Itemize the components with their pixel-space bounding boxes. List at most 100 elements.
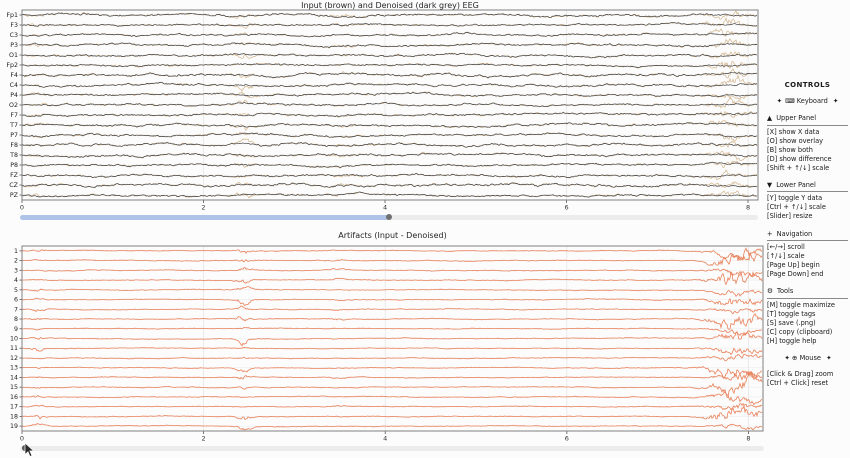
channel-label: T8 xyxy=(9,152,18,159)
mouse-section-header: ✦ ⊕ Mouse ✦ xyxy=(767,354,848,363)
channel-label: Fp2 xyxy=(6,62,18,69)
channel-label: 16 xyxy=(10,394,18,401)
shortcut-item: [Page Down] end xyxy=(767,269,824,278)
mouse-icon: ⊕ xyxy=(791,354,798,363)
x-tick-label: 4 xyxy=(383,435,387,443)
section-label: Lower Panel xyxy=(776,180,816,189)
x-tick-label: 0 xyxy=(20,204,24,212)
x-tick-label: 8 xyxy=(746,204,750,212)
upper-panel-title: Input (brown) and Denoised (dark grey) E… xyxy=(301,1,479,10)
channel-label: 1 xyxy=(14,248,18,255)
x-tick-label: 8 xyxy=(746,435,750,443)
star-icon: ✦ xyxy=(776,96,783,105)
upper-panel-section-header: ▲ Upper Panel xyxy=(767,115,848,122)
shortcut-item: [↑/↓] scale xyxy=(767,252,805,261)
lower-panel-section-header: ▼ Lower Panel xyxy=(767,180,848,189)
shortcut-item: [D] show difference xyxy=(767,154,832,163)
controls-sidebar: CONTROLS ✦ ⌨ Keyboard ✦ ▲ Upper Panel [X]… xyxy=(767,81,848,389)
x-tick-label: 6 xyxy=(565,435,569,443)
channel-label: 15 xyxy=(10,384,18,391)
triangle-down-icon: ▼ xyxy=(767,180,773,189)
shortcut-item: [Ctrl + Click] reset xyxy=(767,379,829,388)
channel-label: 7 xyxy=(14,306,18,313)
section-label: Upper Panel xyxy=(776,114,817,123)
channel-label: 10 xyxy=(10,336,18,343)
shortcut-item: [S] save (.png) xyxy=(767,318,816,327)
shortcut-item: [O] show overlay xyxy=(767,136,824,145)
channel-label: 6 xyxy=(14,297,18,304)
channel-label: CZ xyxy=(9,182,18,189)
channel-label: F8 xyxy=(10,142,18,149)
star-icon: ✦ xyxy=(832,96,839,105)
lower-resize-slider[interactable] xyxy=(20,445,764,451)
channel-label: 2 xyxy=(14,258,18,265)
x-tick-label: 6 xyxy=(564,204,568,212)
keyboard-icon: ⌨ xyxy=(785,96,795,105)
upper-resize-slider[interactable] xyxy=(20,214,758,220)
channel-label: 5 xyxy=(14,287,18,294)
divider xyxy=(767,240,848,242)
controls-title: CONTROLS xyxy=(784,81,831,89)
channel-label: 9 xyxy=(14,326,18,333)
upper-eeg-plot[interactable]: 0 2 4 6 8 Fp1 F3 C3 P3 O1 Fp2 F4 C4 P4 O2 F7 T7 P7 F8 T8 P8 F… xyxy=(0,0,765,216)
channel-label: P8 xyxy=(10,162,18,169)
channel-label: O1 xyxy=(9,52,18,59)
channel-label: 17 xyxy=(10,404,18,411)
channel-label: 18 xyxy=(10,413,18,420)
navigation-section-header: + Navigation xyxy=(767,229,848,238)
channel-label: P3 xyxy=(10,42,18,49)
divider xyxy=(767,124,848,126)
lower-panel-title: Artifacts (Input - Denoised) xyxy=(338,231,447,240)
channel-label: 14 xyxy=(10,374,18,381)
tools-section-header: ⚙ Tools xyxy=(767,288,848,295)
channel-label: FZ xyxy=(10,172,19,179)
plus-icon: + xyxy=(767,229,773,238)
shortcut-item: [H] toggle help xyxy=(767,336,817,345)
channel-label: O2 xyxy=(9,102,18,109)
channel-label: F7 xyxy=(10,112,18,119)
channel-label: F3 xyxy=(10,22,18,29)
shortcut-item: [Slider] resize xyxy=(767,212,813,221)
channel-label: Fp1 xyxy=(6,12,18,19)
shortcut-item: [Y] toggle Y data xyxy=(767,194,823,203)
channel-label: 12 xyxy=(10,355,18,362)
channel-label: T7 xyxy=(9,122,18,129)
slider-handle[interactable] xyxy=(386,214,392,220)
channel-label: 4 xyxy=(14,277,18,284)
shortcut-item: [M] toggle maximize xyxy=(767,300,835,309)
channel-label: C3 xyxy=(10,32,18,39)
shortcut-item: [Shift + ↑/↓] scale xyxy=(767,163,830,172)
channel-label: PZ xyxy=(10,192,19,199)
keyboard-header: ✦ ⌨ Keyboard ✦ xyxy=(767,96,848,105)
star-icon: ✦ xyxy=(784,354,790,363)
channel-label: 11 xyxy=(10,345,18,352)
channel-label: P4 xyxy=(10,92,18,99)
keyboard-label: Keyboard xyxy=(796,96,828,105)
x-tick-label: 0 xyxy=(20,435,24,443)
shortcut-item: [B] show both xyxy=(767,145,813,154)
channel-label: 19 xyxy=(10,423,18,430)
shortcut-item: [T] toggle tags xyxy=(767,309,816,318)
channel-label: 8 xyxy=(14,316,18,323)
x-tick-label: 2 xyxy=(201,204,205,212)
shortcut-item: [C] copy (clipboard) xyxy=(767,327,833,336)
star-icon: ✦ xyxy=(826,354,832,363)
gear-icon: ⚙ xyxy=(767,287,773,296)
mouse-label: Mouse xyxy=(799,354,821,363)
channel-label: 3 xyxy=(14,267,18,274)
x-tick-label: 4 xyxy=(383,204,387,212)
triangle-up-icon: ▲ xyxy=(767,114,773,123)
channel-label: 13 xyxy=(10,365,18,372)
channel-label: C4 xyxy=(10,82,18,89)
divider xyxy=(767,191,848,193)
shortcut-item: [←/→] scroll xyxy=(767,243,805,252)
section-label: Navigation xyxy=(776,229,813,238)
shortcut-item: [Page Up] begin xyxy=(767,261,820,270)
shortcut-item: [Ctrl + ↑/↓] scale xyxy=(767,203,826,212)
slider-fill[interactable] xyxy=(20,215,389,220)
x-tick-label: 2 xyxy=(202,435,206,443)
mouse-cursor-icon xyxy=(24,443,35,457)
section-label: Tools xyxy=(777,287,794,296)
